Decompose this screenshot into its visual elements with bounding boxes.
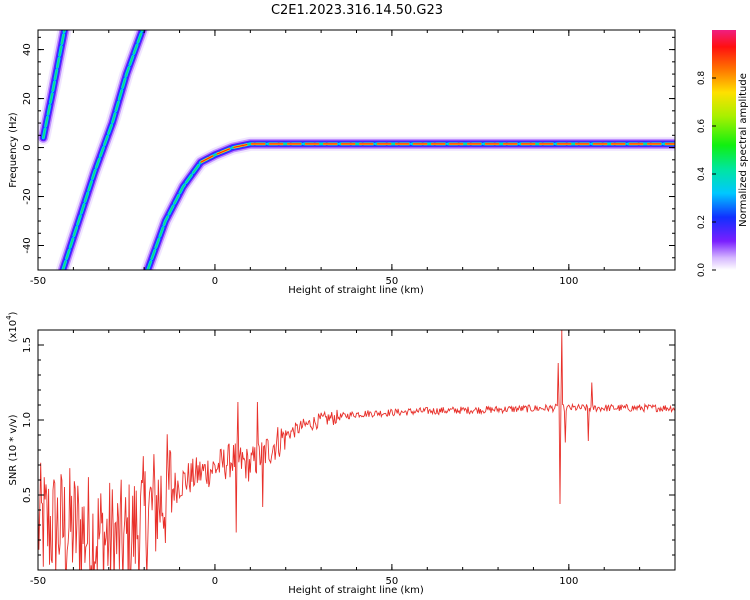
snr-multiplier-exponent: 4 <box>5 315 13 320</box>
snr-y-tick-label: 1.0 <box>22 412 33 428</box>
colorbar-tick-label: 0.4 <box>697 167 707 182</box>
snr-y-tick-label: 0.5 <box>22 487 33 503</box>
snr-y-axis-label: SNR (10 * v/v) <box>8 414 19 485</box>
spectrogram-trace-alias-middle <box>62 30 144 270</box>
spectrogram-y-tick-label: 20 <box>22 92 33 105</box>
snr-frame <box>37 329 676 571</box>
colorbar-tick-label: 0.0 <box>697 263 707 278</box>
snr-panel: -50 0 50 100 0.5 1.0 1.5 Height of straight li… <box>5 311 676 596</box>
spectrogram-panel: -50 0 50 100 -40 -20 0 20 40 Height of straight … <box>8 29 676 296</box>
spectrogram-x-tick-label: -50 <box>30 276 46 287</box>
snr-series-line <box>38 330 675 570</box>
snr-x-axis-label: Height of straight line (km) <box>288 585 424 596</box>
snr-multiplier: (x104) <box>5 311 19 342</box>
spectrogram-x-axis-label: Height of straight line (km) <box>288 285 424 296</box>
colorbar-gradient <box>712 30 736 270</box>
spectrogram-trace-alias-left <box>42 30 66 139</box>
spectrogram-y-tick-label: -20 <box>22 188 33 204</box>
colorbar-ticks: 0.0 0.2 0.4 0.6 0.8 <box>697 71 716 278</box>
spectrogram-x-tick-label: 50 <box>386 276 399 287</box>
spectrogram-x-tick-label: 0 <box>212 276 218 287</box>
figure-title: C2E1.2023.316.14.50.G23 <box>271 3 443 18</box>
spectrogram-y-tick-label: 0 <box>22 144 33 150</box>
snr-x-tick-label: 0 <box>212 576 218 587</box>
spectrogram-y-tick-label: -40 <box>22 237 33 253</box>
snr-x-tick-label: 50 <box>386 576 399 587</box>
colorbar-tick-label: 0.6 <box>697 119 707 134</box>
snr-y-tick-label: 1.5 <box>22 337 33 353</box>
snr-multiplier-close: ) <box>8 311 19 315</box>
snr-multiplier-base: (x10 <box>8 320 19 343</box>
colorbar: 0.0 0.2 0.4 0.6 0.8 Normalized spectral ampl… <box>697 30 749 277</box>
spectrogram-y-axis-label: Frequency (Hz) <box>8 112 19 188</box>
spectrogram-x-tick-label: 100 <box>559 276 578 287</box>
colorbar-tick-label: 0.8 <box>697 71 707 86</box>
snr-x-tick-label: -50 <box>30 576 46 587</box>
spectrogram-trace-core <box>200 143 675 163</box>
spectrogram-traces <box>38 30 675 270</box>
spectrogram-frame <box>37 29 676 271</box>
snr-x-tick-label: 100 <box>559 576 578 587</box>
spectrogram-y-tick-label: 40 <box>22 43 33 56</box>
snr-background <box>38 330 675 570</box>
colorbar-tick-label: 0.2 <box>697 215 707 229</box>
colorbar-label: Normalized spectral amplitude <box>738 73 749 227</box>
snr-ticks: -50 0 50 100 0.5 1.0 1.5 <box>22 330 676 587</box>
